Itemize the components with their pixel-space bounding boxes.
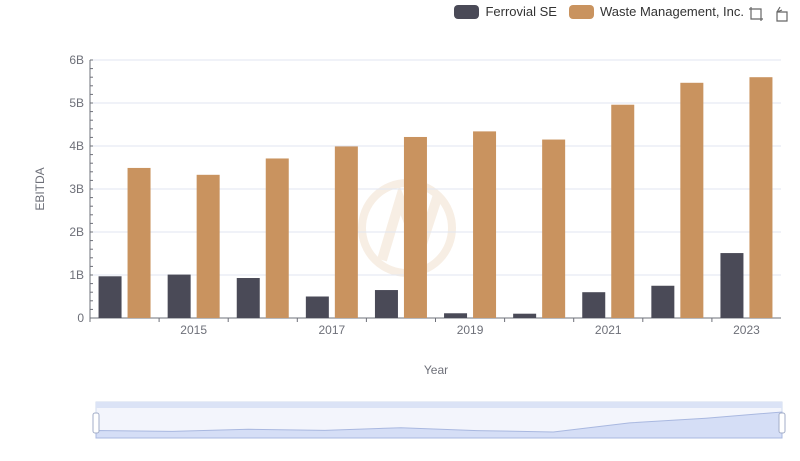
y-tick-label: 2B (69, 225, 84, 239)
bar-waste-management-2014[interactable] (127, 167, 151, 318)
x-tick-label: 2021 (595, 323, 622, 337)
bar-ferrovial-2018[interactable] (374, 290, 398, 318)
bars (98, 77, 773, 319)
bar-waste-management-2015[interactable] (196, 174, 220, 318)
bar-waste-management-2019[interactable] (473, 131, 497, 318)
data-zoom-handle-right[interactable] (778, 412, 786, 434)
legend-item-ferrovial[interactable]: Ferrovial SE (454, 4, 557, 19)
legend-label-waste-management: Waste Management, Inc. (599, 4, 744, 19)
y-tick-label: 6B (69, 53, 84, 67)
y-axis-title: EBITDA (33, 167, 47, 210)
bar-waste-management-2016[interactable] (265, 158, 289, 318)
bar-waste-management-2022[interactable] (680, 82, 704, 318)
x-tick-label: 2023 (733, 323, 760, 337)
bar-ferrovial-2019[interactable] (444, 313, 468, 318)
bar-ferrovial-2015[interactable] (167, 274, 191, 318)
zoom-icon[interactable] (748, 6, 764, 22)
y-tick-label: 1B (69, 268, 84, 282)
x-tick-label: 2017 (318, 323, 345, 337)
bar-ferrovial-2021[interactable] (582, 292, 606, 318)
x-tick-label: 2015 (180, 323, 207, 337)
bar-ferrovial-2020[interactable] (513, 313, 537, 318)
legend: Ferrovial SE Waste Management, Inc. (454, 4, 744, 19)
legend-item-waste-management[interactable]: Waste Management, Inc. (568, 4, 744, 19)
bar-ferrovial-2017[interactable] (305, 296, 329, 319)
bar-ferrovial-2014[interactable] (98, 276, 122, 318)
x-axis-title: Year (424, 363, 448, 377)
bar-waste-management-2023[interactable] (749, 77, 773, 318)
toolbox (748, 6, 790, 22)
restore-icon[interactable] (774, 6, 790, 22)
y-tick-label: 3B (69, 182, 84, 196)
bar-waste-management-2020[interactable] (542, 139, 566, 318)
legend-label-ferrovial: Ferrovial SE (485, 4, 557, 19)
data-zoom-slider[interactable] (92, 401, 786, 439)
x-axis: 2015 2017 2019 2021 2023 (89, 318, 760, 337)
bar-waste-management-2021[interactable] (611, 104, 635, 318)
y-axis: 0 1B 2B 3B 4B 5B 6B (69, 53, 93, 325)
bar-ferrovial-2022[interactable] (651, 285, 675, 318)
bar-ferrovial-2023[interactable] (720, 253, 744, 318)
legend-swatch-waste-management (568, 4, 594, 19)
bar-ferrovial-2016[interactable] (236, 278, 260, 318)
data-zoom-handle-left[interactable] (92, 412, 100, 434)
data-zoom-preview (95, 411, 783, 439)
y-tick-label: 4B (69, 139, 84, 153)
x-tick-label: 2019 (457, 323, 484, 337)
bar-waste-management-2018[interactable] (403, 136, 427, 318)
data-zoom-mover[interactable] (96, 402, 782, 408)
grid-lines (90, 59, 781, 319)
bar-waste-management-2017[interactable] (334, 146, 358, 318)
y-tick-label: 0 (77, 311, 84, 325)
y-tick-label: 5B (69, 96, 84, 110)
legend-swatch-ferrovial (454, 4, 480, 19)
